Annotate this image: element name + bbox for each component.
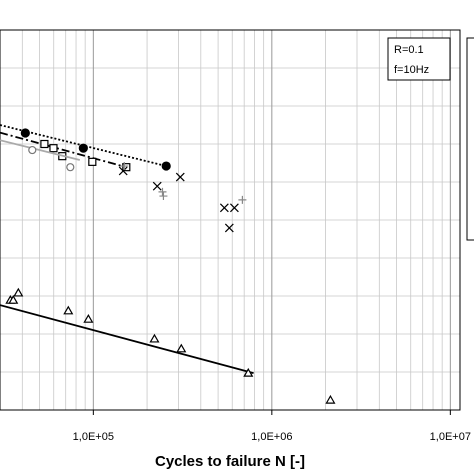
point xyxy=(325,394,336,404)
x-tick-label: 1,0E+05 xyxy=(73,431,114,443)
point xyxy=(229,203,239,213)
plot-frame xyxy=(0,29,461,411)
annotation-box xyxy=(387,37,451,81)
point xyxy=(175,172,185,182)
annotation: f=10Hz xyxy=(394,64,429,76)
legend-box xyxy=(466,37,474,241)
point xyxy=(83,313,94,323)
trend-line xyxy=(0,139,81,161)
point xyxy=(49,144,58,153)
point xyxy=(152,181,162,191)
point xyxy=(63,305,74,315)
x-axis-label: Cycles to failure N [-] xyxy=(155,453,305,470)
x-tick-label: 1,0E+07 xyxy=(430,431,471,443)
point xyxy=(66,163,75,172)
point xyxy=(13,287,24,297)
point xyxy=(176,343,187,353)
x-tick-label: 1,0E+06 xyxy=(251,431,292,443)
point xyxy=(88,157,97,166)
point xyxy=(20,128,30,138)
data-layer xyxy=(0,124,336,404)
point xyxy=(158,187,167,196)
trend-line xyxy=(0,304,254,375)
point xyxy=(120,162,129,171)
point xyxy=(149,333,160,343)
point xyxy=(8,294,19,304)
point xyxy=(159,192,168,201)
annotation: R=0.1 xyxy=(394,44,424,56)
point xyxy=(224,223,234,233)
point xyxy=(219,203,229,213)
point xyxy=(118,166,128,176)
trend-line xyxy=(0,131,127,169)
point xyxy=(243,367,254,377)
point xyxy=(78,143,88,153)
grid xyxy=(0,30,460,410)
point xyxy=(238,195,247,204)
point xyxy=(161,161,171,171)
point xyxy=(28,145,37,155)
point xyxy=(40,139,49,149)
